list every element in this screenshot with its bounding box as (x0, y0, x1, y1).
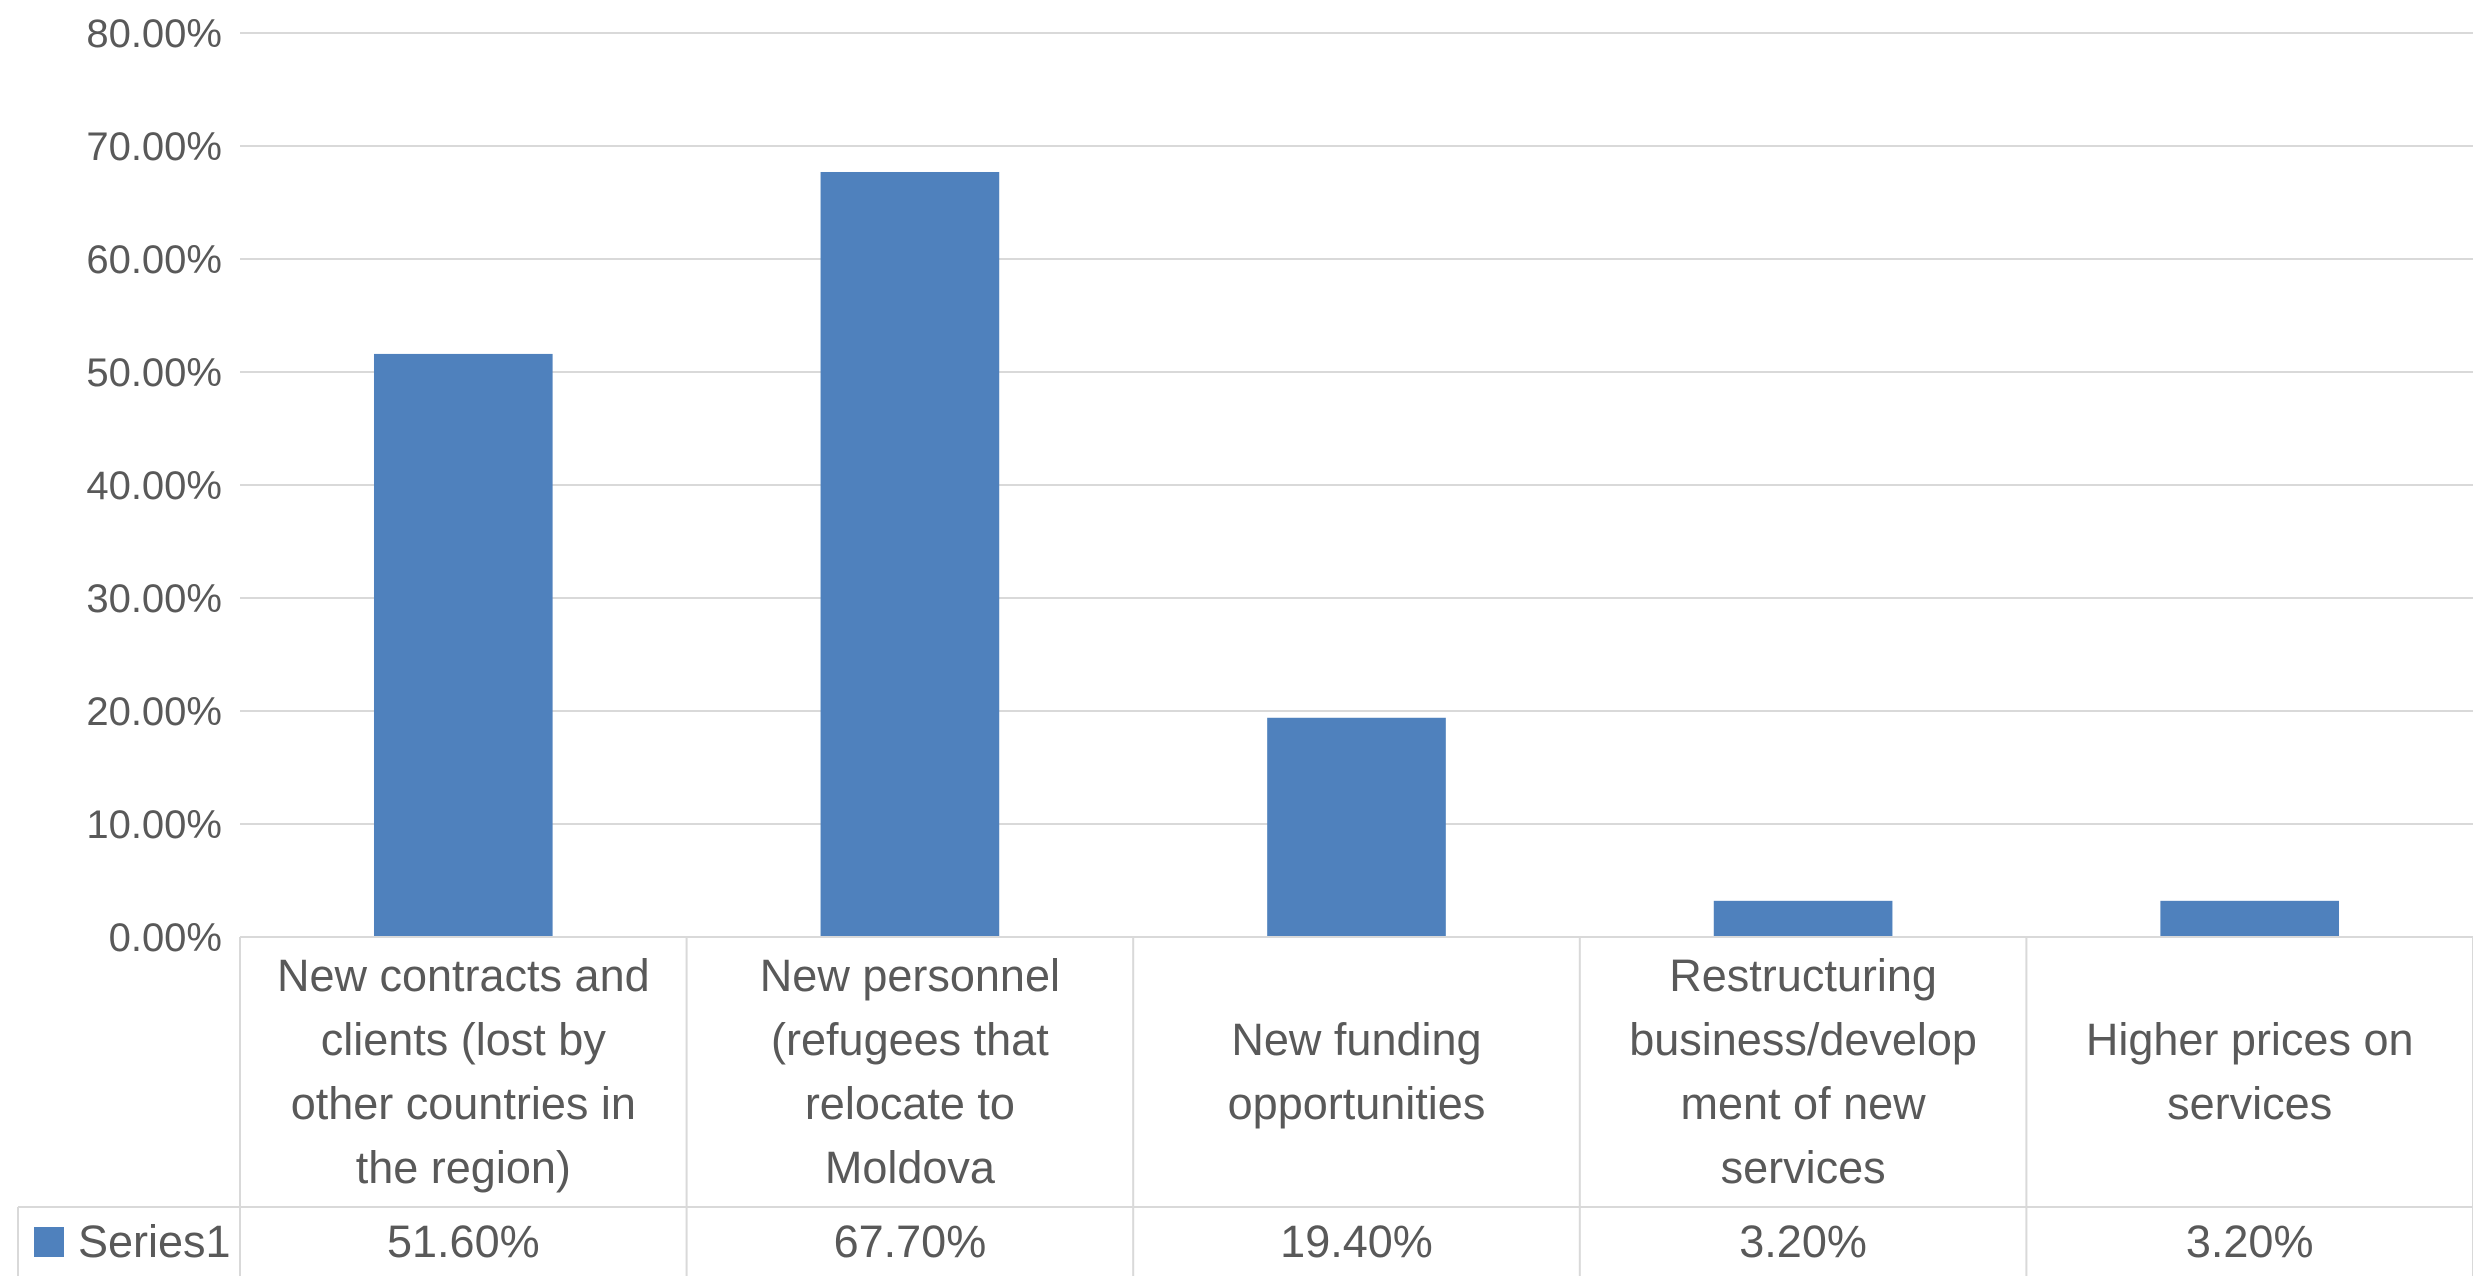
y-tick-label: 40.00% (86, 464, 222, 508)
y-tick-label: 10.00% (86, 803, 222, 847)
bar (1267, 717, 1446, 937)
data-table-value: 3.20% (1739, 1215, 1867, 1267)
x-category-label-line: Restructuring (1669, 950, 1937, 1001)
x-category-label-line: the region) (355, 1142, 571, 1193)
x-category-label: Restructuring business/develop ment of new… (1580, 937, 2027, 1207)
y-tick-label: 60.00% (86, 238, 222, 282)
x-category-label-line: services (2167, 1078, 2333, 1129)
legend-label: Series1 (78, 1215, 231, 1267)
legend-swatch (34, 1226, 64, 1257)
x-category-label: New personnel (refugees that relocate to Mo… (687, 937, 1134, 1207)
y-axis-ticks: 0.00% 10.00% 20.00% 30.00% 40.00% 50.00% 60.00… (86, 12, 222, 960)
bar (2160, 900, 2340, 937)
data-table-value: 51.60% (386, 1215, 540, 1267)
bar (373, 353, 553, 937)
x-category-label-line: business/develop (1629, 1014, 1977, 1065)
x-category-label-line: New funding (1231, 1014, 1482, 1065)
x-category-label-line: Higher prices on (2085, 1014, 2414, 1065)
x-category-label-line: clients (lost by (320, 1014, 606, 1065)
y-tick-label: 20.00% (86, 690, 222, 734)
legend-key: Series1 (18, 1207, 240, 1276)
x-category-label-line: other countries in (290, 1078, 636, 1129)
data-table-value: 19.40% (1280, 1215, 1433, 1267)
x-category-label: Higher prices on services (2026, 937, 2473, 1207)
x-category-label-line: Moldova (824, 1142, 995, 1193)
x-category-label-line: ment of new (1680, 1078, 1926, 1129)
y-tick-label: 30.00% (86, 577, 222, 621)
y-tick-label: 50.00% (86, 351, 222, 395)
x-category-label: New contracts and clients (lost by other c… (240, 937, 687, 1207)
bar (1713, 900, 1893, 937)
gridlines (240, 32, 2473, 825)
data-table-value: 3.20% (2185, 1215, 2314, 1267)
data-table-value: 67.70% (833, 1215, 987, 1267)
bars (373, 171, 2340, 938)
x-category-label-line: New contracts and (276, 950, 650, 1001)
x-category-label-line: New personnel (759, 950, 1060, 1001)
y-tick-label: 80.00% (86, 12, 222, 56)
x-category-label-line: relocate to (804, 1078, 1015, 1129)
x-category-label-line: (refugees that (771, 1014, 1049, 1065)
x-category-label-line: opportunities (1227, 1078, 1486, 1129)
data-table-grid (17, 936, 2473, 1276)
y-tick-label: 0.00% (109, 916, 222, 960)
bar (820, 171, 1000, 938)
x-category-label-line: services (1720, 1142, 1886, 1193)
x-category-label: New funding opportunities (1133, 937, 1580, 1207)
y-tick-label: 70.00% (86, 125, 222, 169)
